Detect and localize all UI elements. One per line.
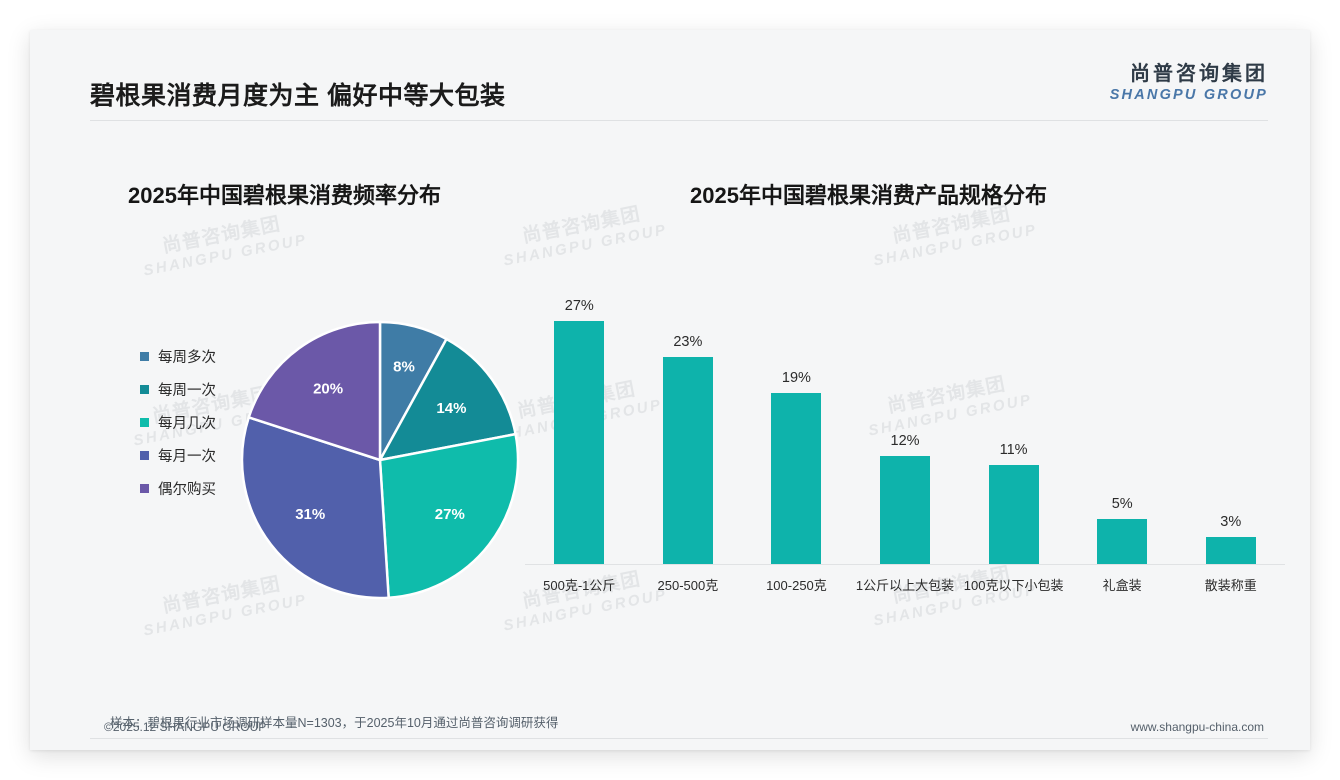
slide-card: 尚普咨询集团 SHANGPU GROUP 尚普咨询集团 SHANGPU GROU…	[30, 30, 1310, 750]
bar-rect[interactable]	[554, 321, 605, 564]
legend-swatch-icon	[140, 484, 149, 493]
pie-slice[interactable]	[240, 415, 390, 600]
bar-value-label: 3%	[1220, 514, 1242, 530]
pie-slice-value: 31%	[295, 506, 325, 523]
legend-item[interactable]: 每月一次	[140, 439, 216, 472]
bar-column[interactable]: 23%	[634, 260, 743, 564]
footer-divider	[90, 738, 1268, 739]
bar-category-label: 1公斤以上大包装	[855, 578, 955, 593]
bar-category-label: 100-250克	[766, 578, 827, 593]
legend-swatch-icon	[140, 385, 149, 394]
bar-column[interactable]: 3%	[1176, 260, 1285, 564]
bar-value-label: 12%	[890, 433, 920, 449]
legend-swatch-icon	[140, 451, 149, 460]
legend-item-label: 每月几次	[158, 416, 216, 432]
bar-chart: 27% 23% 19% 12% 11% 5% 3% 500克-1公斤 250-500克 100-…	[525, 260, 1285, 600]
bar-column[interactable]: 19%	[742, 260, 851, 564]
legend-swatch-icon	[140, 352, 149, 361]
brand-logo: 尚普咨询集团 SHANGPU GROUP	[1110, 62, 1268, 104]
pie-chart-title: 2025年中国碧根果消费频率分布	[128, 183, 441, 208]
watermark-en: SHANGPU GROUP	[141, 230, 309, 280]
sample-footnote: 样本：碧根果行业市场调研样本量N=1303，于2025年10月通过尚普咨询调研获…	[110, 716, 559, 730]
bar-category-label: 500克-1公斤	[543, 578, 616, 593]
legend-item-label: 每周一次	[158, 383, 216, 399]
copyright-text: ©2025.12 SHANGPU GROUP	[104, 720, 267, 734]
legend-item[interactable]: 每周一次	[140, 373, 216, 406]
bar-column[interactable]: 11%	[959, 260, 1068, 564]
watermark-cn: 尚普咨询集团	[160, 213, 283, 258]
watermark-cn: 尚普咨询集团	[520, 203, 643, 248]
bar-rect[interactable]	[1205, 537, 1256, 564]
bar-value-label: 11%	[999, 442, 1028, 458]
bar-chart-title: 2025年中国碧根果消费产品规格分布	[690, 183, 1047, 208]
bar-chart-axis	[525, 564, 1285, 565]
bar-column[interactable]: 12%	[851, 260, 960, 564]
pie-slice-value: 14%	[436, 400, 466, 417]
bar-column[interactable]: 27%	[525, 260, 634, 564]
bar-value-label: 23%	[673, 334, 703, 350]
logo-text-cn: 尚普咨询集团	[1130, 63, 1268, 85]
watermark: 尚普咨询集团 SHANGPU GROUP	[138, 209, 309, 279]
legend-item[interactable]: 偶尔购买	[140, 472, 216, 505]
pie-slice[interactable]	[378, 432, 520, 600]
bar-value-label: 5%	[1111, 496, 1133, 512]
bar-rect[interactable]	[662, 357, 713, 564]
pie-legend: 每周多次每周一次每月几次每月一次偶尔购买	[140, 340, 216, 505]
bar-category-label: 250-500克	[657, 578, 719, 593]
legend-item[interactable]: 每周多次	[140, 340, 216, 373]
legend-item[interactable]: 每月几次	[140, 406, 216, 439]
logo-text-en: SHANGPU GROUP	[1109, 87, 1268, 103]
bar-category-label: 散装称重	[1204, 578, 1257, 593]
slide-header: 碧根果消费月度为主 偏好中等大包装 尚普咨询集团 SHANGPU GROUP	[30, 30, 1310, 122]
bar-rect[interactable]	[880, 456, 931, 564]
pie-slice-value: 27%	[435, 506, 465, 523]
bar-rect[interactable]	[988, 465, 1039, 564]
bar-value-label: 27%	[564, 298, 594, 314]
page-title: 碧根果消费月度为主 偏好中等大包装	[90, 82, 506, 110]
legend-swatch-icon	[140, 418, 149, 427]
legend-item-label: 每月一次	[158, 449, 216, 465]
pie-slice[interactable]	[377, 337, 518, 462]
pie-slice-value: 20%	[313, 381, 343, 398]
bar-category-label: 100克以下小包装	[963, 578, 1064, 593]
legend-item-label: 偶尔购买	[158, 482, 216, 498]
pie-chart-svg: 8% 14% 27% 31% 20%	[240, 320, 520, 600]
bar-rect[interactable]	[1097, 519, 1148, 564]
pie-slice[interactable]	[247, 320, 382, 462]
bar-column[interactable]: 5%	[1068, 260, 1177, 564]
bar-columns: 27% 23% 19% 12% 11% 5% 3%	[525, 260, 1285, 564]
pie-slice-value: 8%	[393, 358, 415, 375]
legend-item-label: 每周多次	[158, 350, 216, 366]
pie-chart: 每周多次每周一次每月几次每月一次偶尔购买 8% 14% 27% 31% 20%	[90, 300, 560, 620]
bar-rect[interactable]	[771, 393, 822, 564]
bar-value-label: 19%	[781, 370, 811, 386]
website-link[interactable]: www.shangpu-china.com	[1130, 720, 1264, 734]
bar-category-labels: 500克-1公斤 250-500克 100-250克 1公斤以上大包装 100克以下小包…	[525, 575, 1285, 594]
bar-category-label: 礼盒装	[1102, 578, 1142, 593]
header-divider	[90, 120, 1268, 121]
